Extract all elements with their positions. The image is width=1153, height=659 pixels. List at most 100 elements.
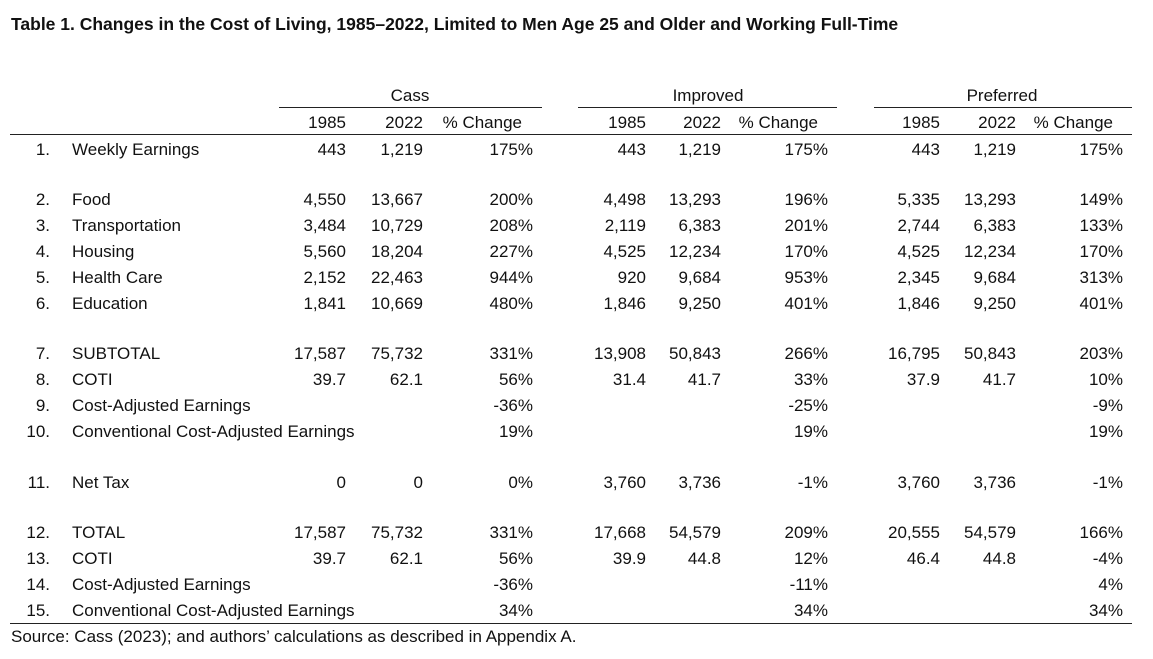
row-number: 14. [26, 575, 50, 594]
cell-preferred-1985: 443 [911, 140, 940, 159]
cell-preferred-pct-change: 175% [1079, 140, 1123, 159]
cell-improved-pct-change: 401% [784, 294, 828, 313]
cell-preferred-pct-change: 313% [1079, 268, 1123, 287]
cell-preferred-pct-change: 401% [1079, 294, 1123, 313]
cell-preferred-2022: 12,234 [964, 242, 1016, 261]
cell-cass-1985: 1,841 [303, 294, 346, 313]
cell-cass-pct-change: 331% [489, 523, 533, 542]
cell-cass-1985: 39.7 [312, 549, 346, 568]
row-number: 9. [35, 396, 50, 415]
group-underline-preferred [874, 107, 1132, 108]
cell-cass-1985: 0 [336, 473, 346, 492]
group-header-improved: Improved [672, 86, 744, 105]
cell-improved-1985: 1,846 [603, 294, 646, 313]
row-label: Food [72, 190, 111, 209]
cell-cass-pct-change: 227% [489, 242, 533, 261]
cell-cass-pct-change: 944% [489, 268, 533, 287]
cell-improved-1985: 443 [617, 140, 646, 159]
cell-improved-pct-change: 201% [784, 216, 828, 235]
table-row: 1. Weekly Earnings 443 1,219 175% 443 1,219 175… [0, 139, 1153, 161]
cell-cass-pct-change: 208% [489, 216, 533, 235]
table-row: 8. COTI 39.7 62.1 56% 31.4 41.7 33% 37.9 41.7 10% [0, 369, 1153, 391]
cell-preferred-2022: 41.7 [982, 370, 1016, 389]
row-label: Cost-Adjusted Earnings [72, 575, 251, 594]
row-label: COTI [72, 549, 113, 568]
cell-improved-pct-change: 34% [793, 601, 828, 620]
table-row: 10. Conventional Cost-Adjusted Earnings 19… [0, 421, 1153, 443]
cell-preferred-1985: 1,846 [897, 294, 940, 313]
column-header-row: 1985 2022 % Change 1985 2022 % Change 19… [0, 112, 1153, 134]
cell-cass-2022: 10,729 [371, 216, 423, 235]
cell-cass-pct-change: -36% [493, 396, 533, 415]
cell-improved-pct-change: 19% [793, 422, 828, 441]
cell-cass-2022: 75,732 [371, 344, 423, 363]
col-header-pct-change: % Change [1033, 113, 1113, 132]
cell-cass-pct-change: 0% [508, 473, 533, 492]
col-header-1985: 1985 [608, 113, 646, 132]
cell-cass-1985: 5,560 [303, 242, 346, 261]
cell-cass-2022: 62.1 [389, 549, 423, 568]
row-label: Conventional Cost-Adjusted Earnings [72, 601, 355, 620]
row-label: Cost-Adjusted Earnings [72, 396, 251, 415]
cell-cass-2022: 75,732 [371, 523, 423, 542]
cell-improved-pct-change: 953% [784, 268, 828, 287]
row-number: 3. [35, 216, 50, 235]
cell-cass-1985: 4,550 [303, 190, 346, 209]
cell-cass-2022: 62.1 [389, 370, 423, 389]
col-header-pct-change: % Change [738, 113, 818, 132]
cell-cass-pct-change: 56% [498, 549, 533, 568]
cell-preferred-1985: 37.9 [906, 370, 940, 389]
cell-preferred-2022: 50,843 [964, 344, 1016, 363]
cell-preferred-1985: 2,744 [897, 216, 940, 235]
cell-preferred-2022: 9,250 [973, 294, 1016, 313]
table-row: 3. Transportation 3,484 10,729 208% 2,119 6,38… [0, 215, 1153, 237]
cell-improved-2022: 9,250 [678, 294, 721, 313]
table-row: 13. COTI 39.7 62.1 56% 39.9 44.8 12% 46.4 44.8 -4% [0, 548, 1153, 570]
cell-improved-1985: 39.9 [612, 549, 646, 568]
row-label: Conventional Cost-Adjusted Earnings [72, 422, 355, 441]
cell-cass-pct-change: 480% [489, 294, 533, 313]
cell-improved-1985: 2,119 [604, 216, 646, 235]
row-number: 15. [26, 601, 50, 620]
cell-improved-2022: 6,383 [678, 216, 721, 235]
cell-improved-2022: 1,219 [678, 140, 721, 159]
row-number: 13. [26, 549, 50, 568]
cell-cass-pct-change: 175% [489, 140, 533, 159]
cell-preferred-pct-change: -1% [1092, 473, 1123, 492]
cell-improved-pct-change: -1% [797, 473, 828, 492]
cell-cass-2022: 1,219 [380, 140, 423, 159]
cell-preferred-2022: 44.8 [982, 549, 1016, 568]
cell-improved-1985: 920 [617, 268, 646, 287]
cell-improved-pct-change: 12% [793, 549, 828, 568]
cell-preferred-2022: 1,219 [973, 140, 1016, 159]
cell-cass-pct-change: 34% [498, 601, 533, 620]
cell-preferred-pct-change: 34% [1088, 601, 1123, 620]
col-header-2022: 2022 [978, 113, 1016, 132]
cell-cass-1985: 17,587 [294, 344, 346, 363]
cell-improved-2022: 9,684 [678, 268, 721, 287]
cell-cass-2022: 0 [413, 473, 423, 492]
cell-cass-1985: 3,484 [303, 216, 346, 235]
cell-improved-2022: 41.7 [687, 370, 721, 389]
cell-cass-1985: 39.7 [312, 370, 346, 389]
cell-improved-pct-change: 170% [784, 242, 828, 261]
cell-preferred-pct-change: 203% [1079, 344, 1123, 363]
cell-cass-2022: 18,204 [371, 242, 423, 261]
row-number: 12. [26, 523, 50, 542]
cell-preferred-1985: 20,555 [888, 523, 940, 542]
row-label: Transportation [72, 216, 181, 235]
col-header-2022: 2022 [683, 113, 721, 132]
table-row: 15. Conventional Cost-Adjusted Earnings 34… [0, 600, 1153, 622]
row-label: Net Tax [72, 473, 130, 492]
row-number: 2. [35, 190, 50, 209]
cell-improved-pct-change: 175% [784, 140, 828, 159]
cell-improved-1985: 13,908 [594, 344, 646, 363]
cell-preferred-1985: 4,525 [897, 242, 940, 261]
source-note: Source: Cass (2023); and authors’ calcul… [11, 627, 577, 646]
row-number: 4. [35, 242, 50, 261]
cell-preferred-pct-change: 170% [1079, 242, 1123, 261]
row-label: SUBTOTAL [72, 344, 161, 363]
cell-improved-pct-change: 33% [793, 370, 828, 389]
cell-cass-2022: 13,667 [371, 190, 423, 209]
bottom-rule [10, 623, 1132, 624]
